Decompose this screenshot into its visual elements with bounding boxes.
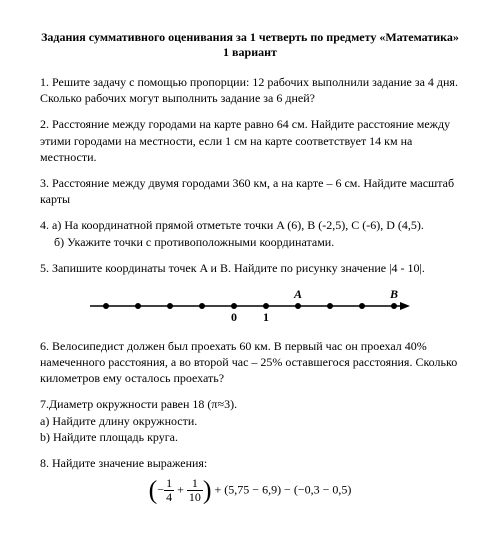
title: Задания суммативного оценивания за 1 чет… <box>40 30 460 60</box>
question-8-stem: 8. Найдите значение выражения: <box>40 455 460 471</box>
plus-sign: + <box>177 483 184 497</box>
question-5: 5. Запишите координаты точек A и B. Найд… <box>40 260 460 276</box>
svg-text:A: A <box>293 287 302 301</box>
question-6: 6. Велосипедист должен был проехать 60 к… <box>40 338 460 387</box>
svg-text:0: 0 <box>231 310 237 324</box>
question-8-formula: (−14 + 110) + (5,75 − 6,9) − (−0,3 − 0,5… <box>40 477 460 504</box>
question-2: 2. Расстояние между городами на карте ра… <box>40 116 460 165</box>
minus-sign: − <box>157 483 164 497</box>
question-7: 7.Диаметр окружности равен 18 (π≈3). a) … <box>40 396 460 445</box>
svg-text:B: B <box>389 287 398 301</box>
formula-tail: + (5,75 − 6,9) − (−0,3 − 0,5) <box>212 483 352 497</box>
question-8: 8. Найдите значение выражения: (−14 + 11… <box>40 455 460 505</box>
question-7-stem: 7.Диаметр окружности равен 18 (π≈3). <box>40 396 460 412</box>
question-4a: 4. а) На координатной прямой отметьте то… <box>40 217 460 233</box>
fraction-2: 110 <box>187 477 203 504</box>
title-line2: 1 вариант <box>40 45 460 60</box>
number-line: 0 1 A B <box>90 286 460 328</box>
question-4b: б) Укажите точки с противоположными коор… <box>54 234 460 250</box>
question-1: 1. Решите задачу с помощью пропорции: 12… <box>40 74 460 106</box>
fraction-1: 14 <box>164 477 174 504</box>
rparen: ) <box>203 476 212 505</box>
question-7b: b) Найдите площадь круга. <box>40 429 460 445</box>
question-7a: a) Найдите длину окружности. <box>40 413 460 429</box>
question-3: 3. Расстояние между двумя городами 360 к… <box>40 175 460 207</box>
lparen: ( <box>149 476 158 505</box>
title-line1: Задания суммативного оценивания за 1 чет… <box>40 30 460 45</box>
question-4: 4. а) На координатной прямой отметьте то… <box>40 217 460 249</box>
svg-text:1: 1 <box>263 310 269 324</box>
